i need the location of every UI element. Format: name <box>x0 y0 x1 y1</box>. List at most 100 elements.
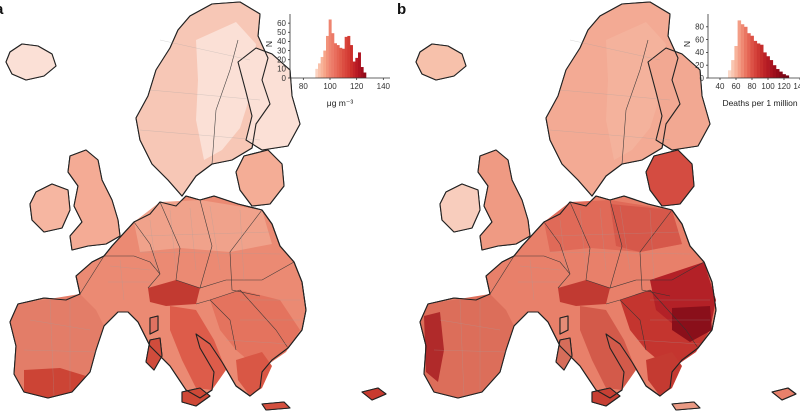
histogram-bar <box>772 65 777 78</box>
crete-region <box>672 402 700 410</box>
histogram-bar <box>737 20 742 78</box>
sicily-region <box>182 388 210 406</box>
histogram-bar <box>323 50 327 78</box>
histogram-bar <box>360 67 364 78</box>
histogram-y-tick-label: 10 <box>277 65 286 74</box>
histogram-bar <box>336 45 340 78</box>
histogram-x-tick-label: 100 <box>323 82 337 91</box>
greece-region <box>646 352 682 396</box>
histogram-bar <box>769 60 774 78</box>
histogram-x-tick-label: 60 <box>732 82 741 91</box>
histogram-bars <box>728 20 790 79</box>
ireland-region <box>30 184 70 232</box>
histogram-xlabel: Deaths per 1 million <box>722 98 797 108</box>
histogram-bar <box>347 35 351 78</box>
histogram-y-tick-label: 0 <box>282 74 287 83</box>
histogram-bar <box>326 35 329 78</box>
finland-region <box>648 48 710 150</box>
histogram-bar <box>779 71 783 78</box>
greece-region <box>236 352 272 396</box>
panel-a-map <box>5 1 387 411</box>
histogram-bar <box>740 24 745 79</box>
histogram-y-tick-label: 20 <box>277 56 286 65</box>
balkans-region <box>210 290 300 370</box>
panel-b: b <box>397 1 800 411</box>
histogram-bar <box>355 57 359 78</box>
finland-region <box>238 48 300 150</box>
histogram-bar <box>750 35 754 78</box>
histogram-bar <box>358 52 361 78</box>
baltic-region <box>646 150 694 206</box>
panel-b-label: b <box>397 1 406 18</box>
histogram-x-tick-label: 80 <box>748 82 757 91</box>
po-valley-region <box>558 280 610 306</box>
north-germany-poland-region <box>134 200 272 252</box>
histogram-bar <box>747 33 751 78</box>
andalusia-region <box>24 368 86 398</box>
histogram-bar <box>734 46 738 78</box>
histogram-bar <box>763 52 767 78</box>
histogram-bar <box>320 56 324 78</box>
histogram-y-tick-label: 50 <box>277 28 286 37</box>
sweden-region <box>606 22 666 160</box>
ireland-region <box>440 184 480 232</box>
histogram-y-tick-label: 80 <box>695 23 704 32</box>
panel-b-map <box>415 1 797 411</box>
histogram-bar <box>334 43 337 78</box>
histogram-ylabel: N <box>682 41 692 47</box>
portugal-region <box>424 312 444 382</box>
histogram-bar <box>728 70 732 78</box>
histogram-x-tick-label: 140 <box>793 82 800 91</box>
histogram-y-tick-label: 20 <box>695 61 704 70</box>
histogram-x-tick-label: 120 <box>350 82 364 91</box>
baltic-region <box>236 150 284 206</box>
sicily-region <box>592 388 620 406</box>
panel-a: a <box>0 1 391 411</box>
histogram-bars <box>315 19 367 78</box>
histogram-bar <box>328 19 332 78</box>
histogram-y-tick-label: 40 <box>695 48 704 57</box>
crete-region <box>262 402 290 410</box>
histogram-y-tick-label: 0 <box>700 74 705 83</box>
histogram-bar <box>785 75 790 78</box>
histogram-bar <box>782 74 786 78</box>
histogram-y-tick-label: 40 <box>277 37 286 46</box>
sweden-light-region <box>196 22 256 160</box>
sub-regional-borders <box>23 39 300 397</box>
histogram-bar <box>352 61 356 78</box>
britain-region <box>478 150 530 250</box>
histogram-bar <box>776 69 780 78</box>
histogram-y-tick-label: 30 <box>277 46 286 55</box>
histogram-bar <box>315 68 319 78</box>
histogram-x-tick-label: 80 <box>299 82 308 91</box>
histogram-bar <box>339 47 343 78</box>
cyprus-region <box>362 388 386 400</box>
histogram-xlabel: μg m⁻³ <box>327 98 354 108</box>
country-borders <box>489 39 705 351</box>
histogram-x-tick-label: 140 <box>377 82 391 91</box>
histogram-x-tick-label: 120 <box>777 82 791 91</box>
histogram-bar <box>753 40 758 78</box>
histogram-bar <box>331 33 335 78</box>
histogram-bar <box>731 60 735 78</box>
histogram-ylabel: N <box>264 41 274 47</box>
corsica-region <box>560 316 568 334</box>
histogram-bar <box>318 63 321 78</box>
iceland-region <box>6 44 56 80</box>
histogram-bar <box>342 48 345 78</box>
iberia-region <box>420 294 514 398</box>
histogram-y-tick-label: 60 <box>277 19 286 28</box>
histogram-bar <box>760 44 764 78</box>
histogram-bar <box>363 72 367 78</box>
histogram-bar <box>756 43 761 78</box>
panel-a-label: a <box>0 1 4 18</box>
iceland-region <box>416 44 466 80</box>
poland-region <box>610 204 682 252</box>
histogram-y-tick-label: 60 <box>695 35 704 44</box>
histogram-x-tick-label: 100 <box>761 82 775 91</box>
histogram-bar <box>350 45 353 78</box>
